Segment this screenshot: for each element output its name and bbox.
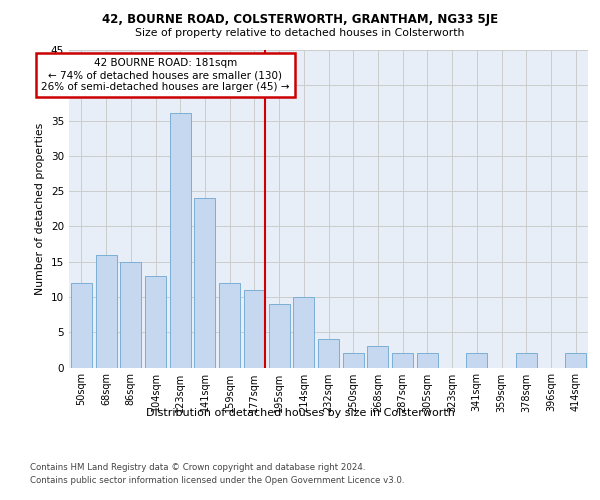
Bar bbox=[219, 283, 240, 368]
Text: Contains public sector information licensed under the Open Government Licence v3: Contains public sector information licen… bbox=[30, 476, 404, 485]
Bar bbox=[269, 304, 290, 368]
Bar bbox=[71, 283, 92, 368]
Bar bbox=[466, 354, 487, 368]
Bar bbox=[244, 290, 265, 368]
Text: 42 BOURNE ROAD: 181sqm
← 74% of detached houses are smaller (130)
26% of semi-de: 42 BOURNE ROAD: 181sqm ← 74% of detached… bbox=[41, 58, 290, 92]
Bar bbox=[95, 254, 116, 368]
Bar bbox=[417, 354, 438, 368]
Text: 42, BOURNE ROAD, COLSTERWORTH, GRANTHAM, NG33 5JE: 42, BOURNE ROAD, COLSTERWORTH, GRANTHAM,… bbox=[102, 12, 498, 26]
Bar bbox=[367, 346, 388, 368]
Bar bbox=[293, 297, 314, 368]
Text: Distribution of detached houses by size in Colsterworth: Distribution of detached houses by size … bbox=[146, 408, 454, 418]
Bar bbox=[170, 114, 191, 368]
Bar bbox=[516, 354, 537, 368]
Bar bbox=[194, 198, 215, 368]
Text: Size of property relative to detached houses in Colsterworth: Size of property relative to detached ho… bbox=[136, 28, 464, 38]
Bar bbox=[392, 354, 413, 368]
Y-axis label: Number of detached properties: Number of detached properties bbox=[35, 122, 46, 295]
Bar bbox=[120, 262, 141, 368]
Bar bbox=[565, 354, 586, 368]
Bar bbox=[343, 354, 364, 368]
Bar bbox=[318, 340, 339, 367]
Text: Contains HM Land Registry data © Crown copyright and database right 2024.: Contains HM Land Registry data © Crown c… bbox=[30, 462, 365, 471]
Bar bbox=[145, 276, 166, 368]
